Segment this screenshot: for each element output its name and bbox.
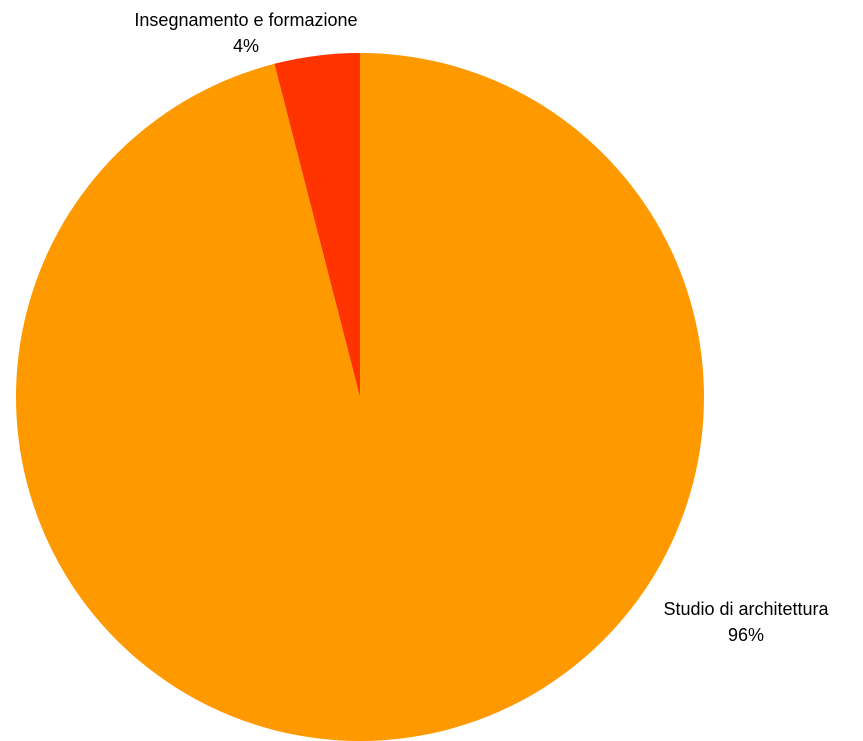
slice-percent-2: 4% [233, 36, 259, 56]
slice-label-2: Insegnamento e formazione [134, 10, 357, 30]
slice-percent-1: 96% [728, 625, 764, 645]
slice-label-1: Studio di architettura [663, 599, 829, 619]
pie-slices [15, 53, 705, 741]
pie-slice-2 [274, 53, 360, 397]
pie-labels: Studio di architettura 96% Insegnamento e … [134, 10, 829, 645]
